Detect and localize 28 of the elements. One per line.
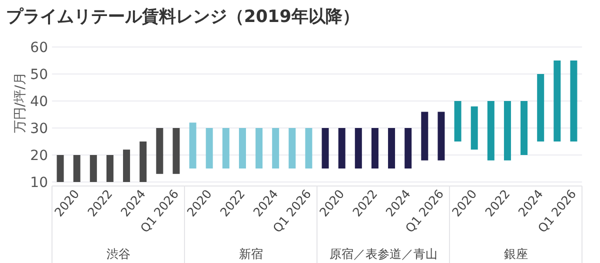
x-axis-title: 新宿 [238,247,263,261]
y-tick-label: 30 [30,121,48,137]
x-axis-title: 原宿／表参道／青山 [329,247,438,261]
bar [123,150,130,182]
y-tick-label: 60 [30,40,48,56]
chart-title: プライムリテール賃料レンジ（2019年以降） [6,7,360,27]
bar [56,155,64,182]
bar [156,128,164,174]
bar [140,142,147,182]
bar [570,60,578,142]
x-axis-title: 渋谷 [106,247,130,261]
bar [454,101,462,142]
y-tick-label: 50 [30,67,48,83]
y-axis-title: 万円/坪/月 [13,72,28,133]
y-tick-label: 20 [30,148,48,164]
bar [90,155,97,182]
bar [520,101,528,155]
bar [106,155,114,182]
y-tick-label: 10 [30,175,48,191]
bar [537,74,544,142]
bar [487,101,494,160]
x-axis-title: 銀座 [504,247,528,261]
bar [172,128,180,174]
y-tick-label: 40 [30,94,48,110]
bar [73,155,80,182]
bar [554,60,561,142]
bar [504,101,511,160]
bar [470,106,478,150]
